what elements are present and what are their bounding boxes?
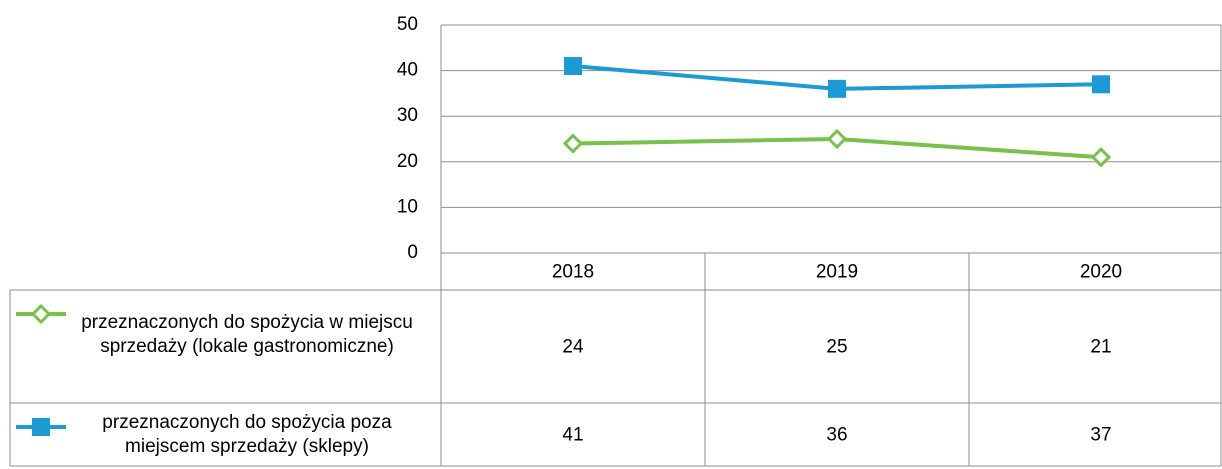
x-tick-label: 2019: [816, 262, 858, 283]
y-tick-label: 10: [397, 196, 418, 217]
legend-key-marker: [30, 303, 52, 325]
table-value: 24: [562, 337, 584, 358]
table-value: 37: [1090, 425, 1111, 446]
y-tick-label: 40: [397, 60, 418, 81]
x-tick-label: 2018: [552, 262, 594, 283]
data-point: [828, 79, 846, 98]
data-point: [826, 128, 848, 150]
data-point: [1092, 75, 1110, 94]
table-value: 36: [826, 425, 847, 446]
y-tick-label: 0: [407, 242, 418, 263]
table-value: 25: [826, 337, 847, 358]
y-tick-label: 20: [397, 151, 418, 172]
y-tick-label: 30: [397, 105, 418, 126]
legend-label: przeznaczonych do spożycia poza miejscem…: [102, 411, 392, 457]
legend-label: przeznaczonych do spożycia w miejscu spr…: [81, 311, 413, 357]
data-point: [564, 57, 582, 76]
y-tick-label: 50: [397, 14, 418, 35]
data-point: [1090, 147, 1112, 168]
legend-key-marker: [32, 418, 50, 436]
table-value: 21: [1090, 337, 1111, 358]
table-value: 41: [562, 425, 583, 446]
x-tick-label: 2020: [1080, 262, 1122, 283]
data-point: [562, 133, 584, 154]
